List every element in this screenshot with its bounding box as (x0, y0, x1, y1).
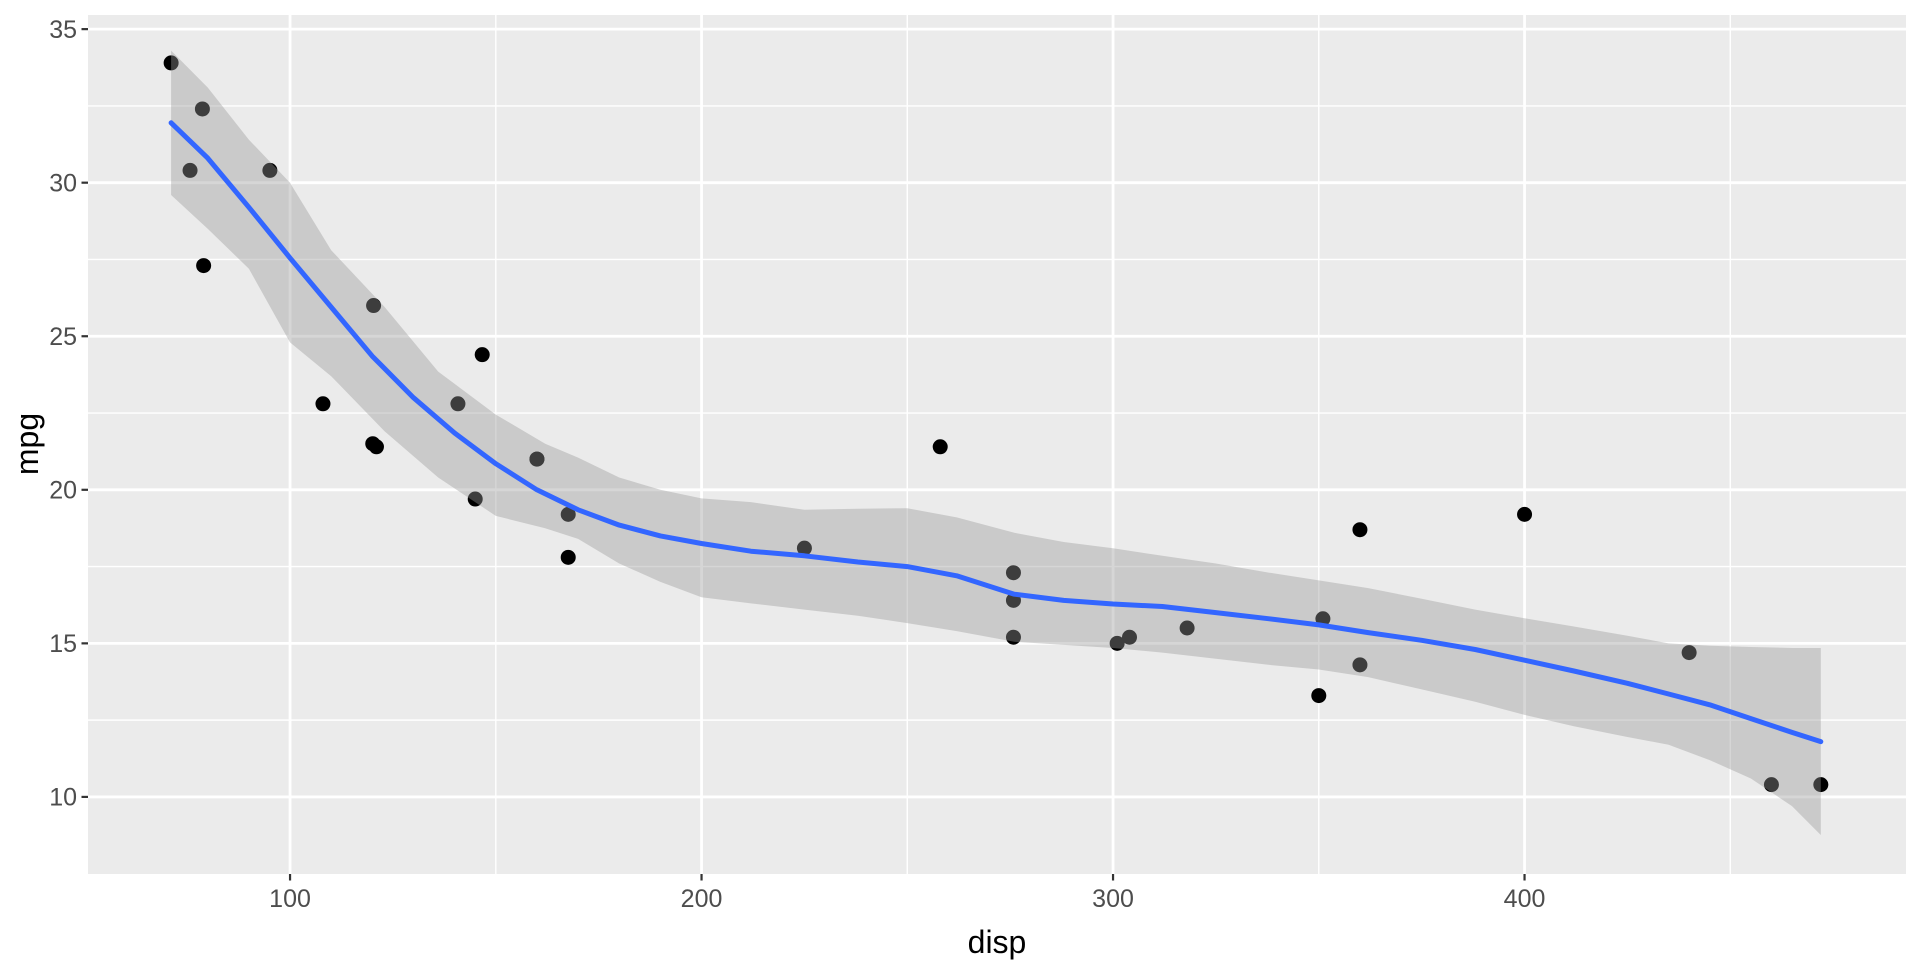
data-point (1681, 645, 1697, 661)
y-tick-label: 20 (49, 477, 77, 505)
data-point (467, 491, 483, 507)
axis-tick-marks (81, 28, 1526, 881)
data-point (1352, 657, 1368, 673)
data-point (182, 162, 198, 178)
data-point (1005, 629, 1021, 645)
data-point (1179, 620, 1195, 636)
x-tick-label: 300 (1092, 885, 1134, 913)
data-point (196, 258, 212, 274)
y-tick-label: 10 (49, 784, 77, 812)
data-point (796, 540, 812, 556)
x-tick-label: 200 (681, 885, 723, 913)
data-point (1109, 635, 1125, 651)
data-point (262, 162, 278, 178)
panel-background (88, 15, 1906, 874)
x-axis-title: disp (968, 924, 1027, 960)
x-tick-label: 100 (269, 885, 311, 913)
data-point (560, 506, 576, 522)
axis-tick-labels: 100 200 300 400 10 15 20 25 30 35 (49, 16, 1545, 913)
data-point (194, 101, 210, 117)
data-point (1813, 777, 1829, 793)
data-point (450, 396, 466, 412)
smooth-trend-line (168, 120, 1824, 745)
data-point (1005, 565, 1021, 581)
data-point (474, 347, 490, 363)
y-tick-label: 35 (49, 16, 77, 44)
data-point (1352, 522, 1368, 538)
y-tick-label: 15 (49, 630, 77, 658)
data-point (1763, 777, 1779, 793)
data-point (1311, 688, 1327, 704)
data-point (1122, 629, 1138, 645)
data-points (163, 55, 1829, 793)
y-axis-title: mpg (9, 413, 45, 475)
data-point (560, 549, 576, 565)
x-tick-label: 400 (1504, 885, 1546, 913)
data-point (932, 439, 948, 455)
data-point (315, 396, 331, 412)
data-point (1517, 506, 1533, 522)
plot-panel (88, 15, 1906, 874)
loess-line (168, 120, 1824, 745)
data-point (368, 439, 384, 455)
data-point (366, 298, 382, 314)
y-tick-label: 25 (49, 323, 77, 351)
data-point (529, 451, 545, 467)
data-point (163, 55, 179, 71)
y-tick-label: 30 (49, 169, 77, 197)
minor-gridlines (88, 15, 1906, 874)
major-gridlines (88, 15, 1906, 874)
